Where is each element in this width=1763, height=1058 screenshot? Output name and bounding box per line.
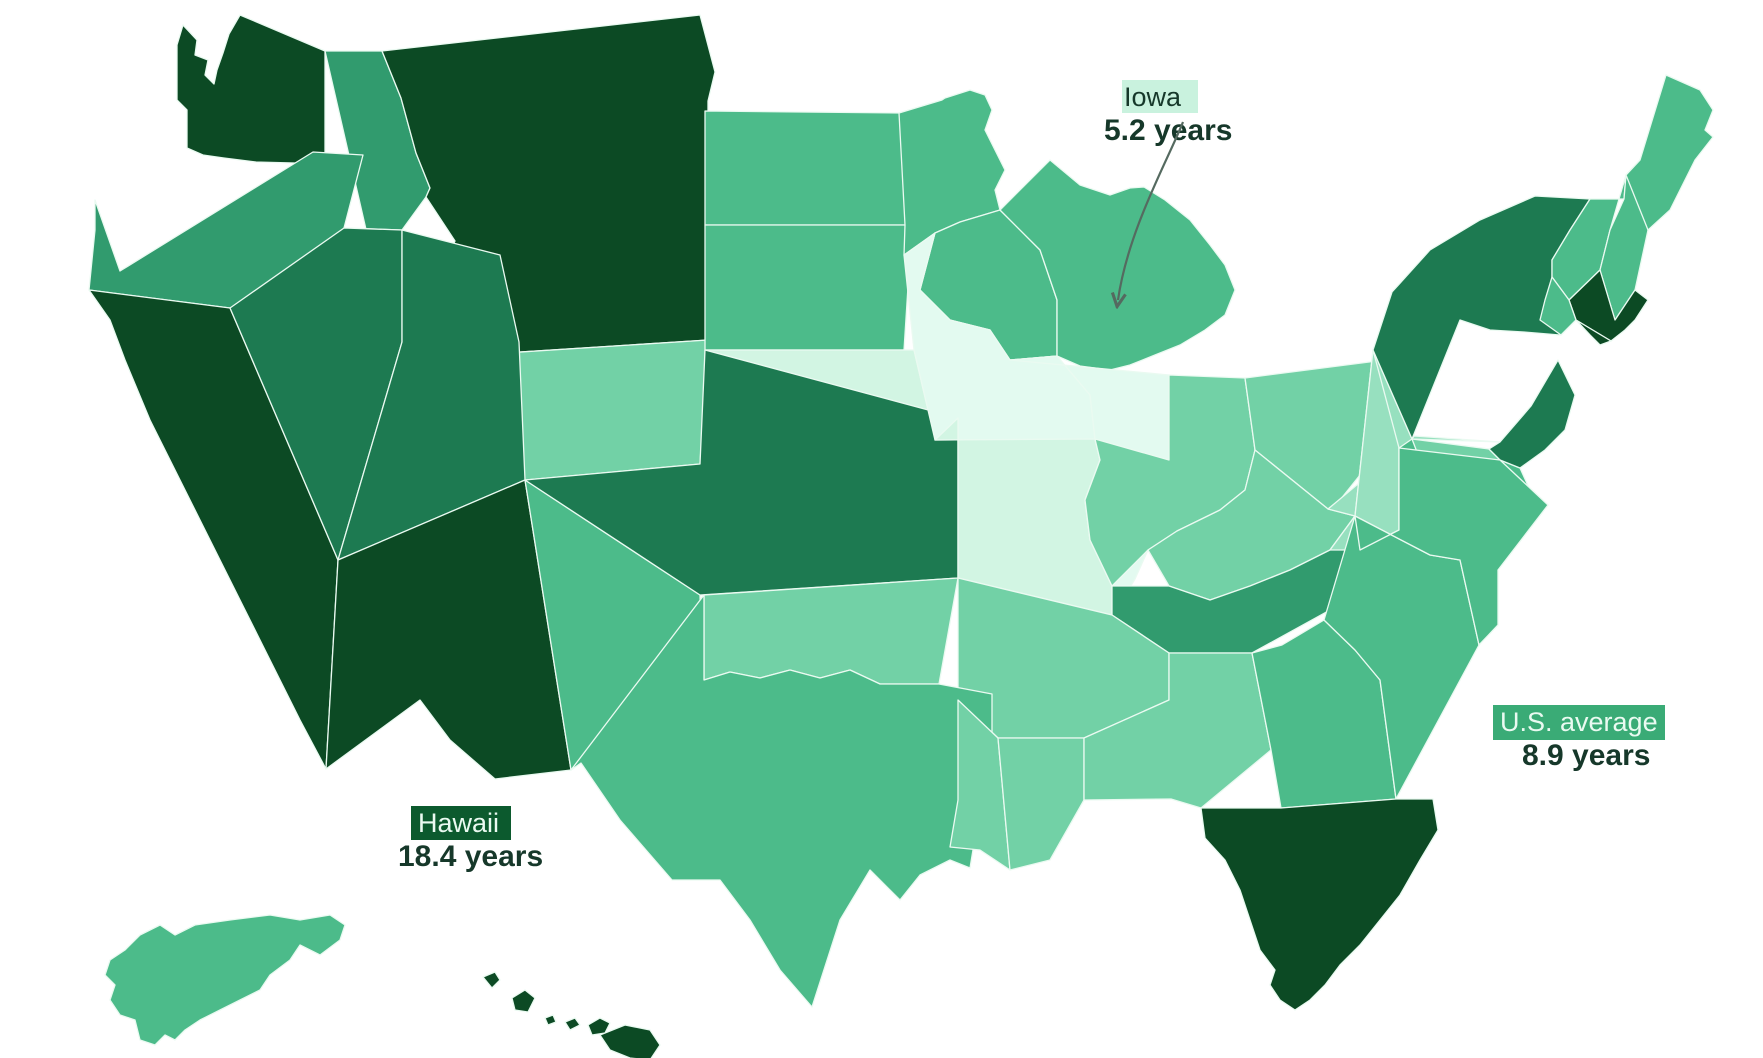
- svg-text:18.4 years: 18.4 years: [398, 840, 543, 873]
- svg-text:U.S. average: U.S. average: [1500, 707, 1658, 737]
- svg-text:Hawaii: Hawaii: [418, 808, 499, 838]
- svg-text:Iowa: Iowa: [1124, 82, 1182, 112]
- svg-text:8.9 years: 8.9 years: [1522, 739, 1650, 772]
- svg-text:5.2 years: 5.2 years: [1104, 114, 1232, 147]
